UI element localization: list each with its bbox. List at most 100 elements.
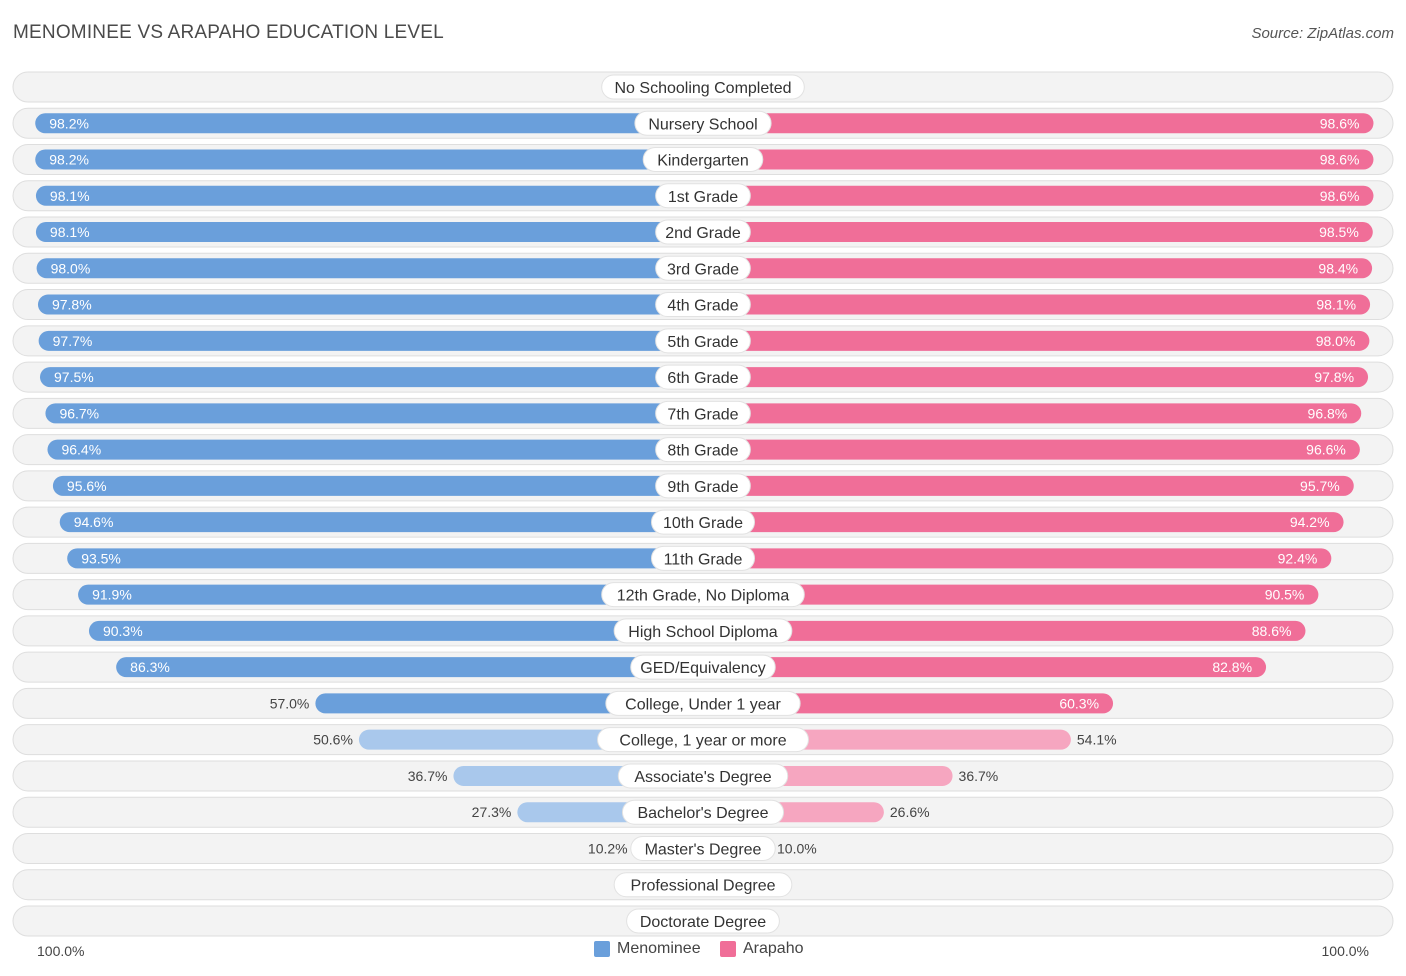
value-label-menominee: 97.7% <box>53 333 93 349</box>
category-label-background <box>613 872 793 898</box>
category-label: 4th Grade <box>667 298 738 315</box>
row-kindergarten: 98.2% 98.6% Kindergarten <box>12 144 1394 176</box>
value-label-menominee: 96.4% <box>61 442 101 458</box>
bar-menominee <box>40 367 703 388</box>
value-label-menominee: 98.1% <box>50 224 90 240</box>
category-label: College, 1 year or more <box>619 733 786 750</box>
bar-arapaho <box>703 475 1354 496</box>
chart-source: Source: ZipAtlas.com <box>1251 25 1394 42</box>
bar-menominee <box>35 149 704 170</box>
category-label-background <box>655 473 751 499</box>
row-3rd-grade: 98.0% 98.4% 3rd Grade <box>12 252 1394 284</box>
category-label: 2nd Grade <box>665 225 741 242</box>
legend-label-menominee: Menominee <box>617 940 701 957</box>
value-label-menominee: 97.5% <box>54 369 94 385</box>
row-ged-equivalency: 86.3% 82.8% GED/Equivalency <box>12 651 1394 683</box>
bar-menominee <box>59 512 704 533</box>
value-label-arapaho: 82.8% <box>1212 659 1252 675</box>
category-label: 1st Grade <box>668 189 738 206</box>
value-label-menominee: 97.8% <box>52 297 92 313</box>
value-label-menominee: 98.2% <box>49 152 89 168</box>
bar-menominee <box>47 439 704 460</box>
bar-arapaho <box>703 548 1332 569</box>
bar-menominee <box>35 222 704 243</box>
bar-menominee <box>315 693 703 714</box>
education-bar-chart: 1.9%2.1%No Schooling Completed 98.2% 98.6%… <box>12 71 1394 937</box>
row-associate-s-degree: 36.7% 36.7% Associate's Degree <box>12 760 1394 792</box>
category-label: 11th Grade <box>664 551 743 568</box>
category-label: No Schooling Completed <box>615 80 792 97</box>
value-label-arapaho: 98.0% <box>1316 333 1356 349</box>
category-label: 10th Grade <box>663 515 743 532</box>
category-label: Nursery School <box>648 116 757 133</box>
row-professional-degree: 3.1%2.9%Professional Degree <box>12 869 1394 901</box>
bar-menominee <box>45 403 703 424</box>
bar-menominee <box>78 584 703 605</box>
value-label-menominee: 27.3% <box>472 804 512 820</box>
row-1st-grade: 98.1% 98.6% 1st Grade <box>12 180 1394 212</box>
category-label: Doctorate Degree <box>640 914 766 931</box>
value-label-arapaho: 26.6% <box>890 804 930 820</box>
bar-arapaho <box>703 403 1362 424</box>
value-label-arapaho: 98.5% <box>1319 224 1359 240</box>
value-label-arapaho: 88.6% <box>1252 623 1292 639</box>
value-label-menominee: 50.6% <box>313 732 353 748</box>
bar-arapaho <box>703 584 1319 605</box>
category-label: Kindergarten <box>657 153 749 170</box>
category-label: Professional Degree <box>631 878 776 895</box>
value-label-menominee: 96.7% <box>59 405 99 421</box>
value-label-arapaho: 98.6% <box>1320 152 1360 168</box>
legend-item-arapaho[interactable]: Arapaho <box>720 940 804 958</box>
category-label: Master's Degree <box>645 841 762 858</box>
category-label-background <box>655 437 751 463</box>
category-label: 9th Grade <box>667 479 738 496</box>
category-label-background <box>605 690 801 716</box>
row-4th-grade: 97.8% 98.1% 4th Grade <box>12 289 1394 321</box>
legend-label-arapaho: Arapaho <box>743 940 804 957</box>
category-label: 7th Grade <box>667 406 738 423</box>
row-2nd-grade: 98.1% 98.5% 2nd Grade <box>12 216 1394 248</box>
bar-menominee <box>67 548 703 569</box>
category-label: 6th Grade <box>667 370 738 387</box>
category-label: GED/Equivalency <box>640 660 765 677</box>
bar-menominee <box>116 657 703 678</box>
legend-item-menominee[interactable]: Menominee <box>594 940 701 958</box>
value-label-menominee: 93.5% <box>81 550 121 566</box>
value-label-arapaho: 95.7% <box>1300 478 1340 494</box>
chart-title: MENOMINEE VS ARAPAHO EDUCATION LEVEL <box>13 22 444 43</box>
category-label-background <box>626 908 780 934</box>
bar-menominee <box>35 113 704 134</box>
bar-arapaho <box>703 657 1267 678</box>
value-label-arapaho: 97.8% <box>1314 369 1354 385</box>
category-label-background <box>655 219 751 245</box>
category-label: High School Diploma <box>628 624 778 641</box>
value-label-menominee: 98.2% <box>49 115 89 131</box>
category-label-background <box>655 400 751 426</box>
bar-arapaho <box>703 512 1344 533</box>
value-label-menominee: 94.6% <box>74 514 114 530</box>
value-label-arapaho: 96.6% <box>1306 442 1346 458</box>
value-label-arapaho: 94.2% <box>1290 514 1330 530</box>
category-label-background <box>630 835 776 861</box>
value-label-menominee: 86.3% <box>130 659 170 675</box>
value-label-arapaho: 36.7% <box>959 768 999 784</box>
value-label-arapaho: 96.8% <box>1308 405 1348 421</box>
value-label-menominee: 57.0% <box>270 695 310 711</box>
row-bachelor-s-degree: 27.3% 26.6% Bachelor's Degree <box>12 796 1394 828</box>
category-label: Associate's Degree <box>634 769 771 786</box>
category-label: 5th Grade <box>667 334 738 351</box>
bar-arapaho <box>703 330 1370 351</box>
category-label: Bachelor's Degree <box>637 805 768 822</box>
value-label-arapaho: 98.1% <box>1316 297 1356 313</box>
category-label: College, Under 1 year <box>625 696 781 713</box>
value-label-menominee: 90.3% <box>103 623 143 639</box>
row-12th-grade-no-diploma: 91.9% 90.5% 12th Grade, No Diploma <box>12 579 1394 611</box>
row-college-under-1-year: 57.0% 60.3% College, Under 1 year <box>12 687 1394 719</box>
row-11th-grade: 93.5% 92.4% 11th Grade <box>12 542 1394 574</box>
value-label-menominee: 98.0% <box>51 260 91 276</box>
category-label-background <box>651 509 755 535</box>
value-label-menominee: 98.1% <box>50 188 90 204</box>
category-label-background <box>630 654 776 680</box>
category-label: 3rd Grade <box>667 261 739 278</box>
